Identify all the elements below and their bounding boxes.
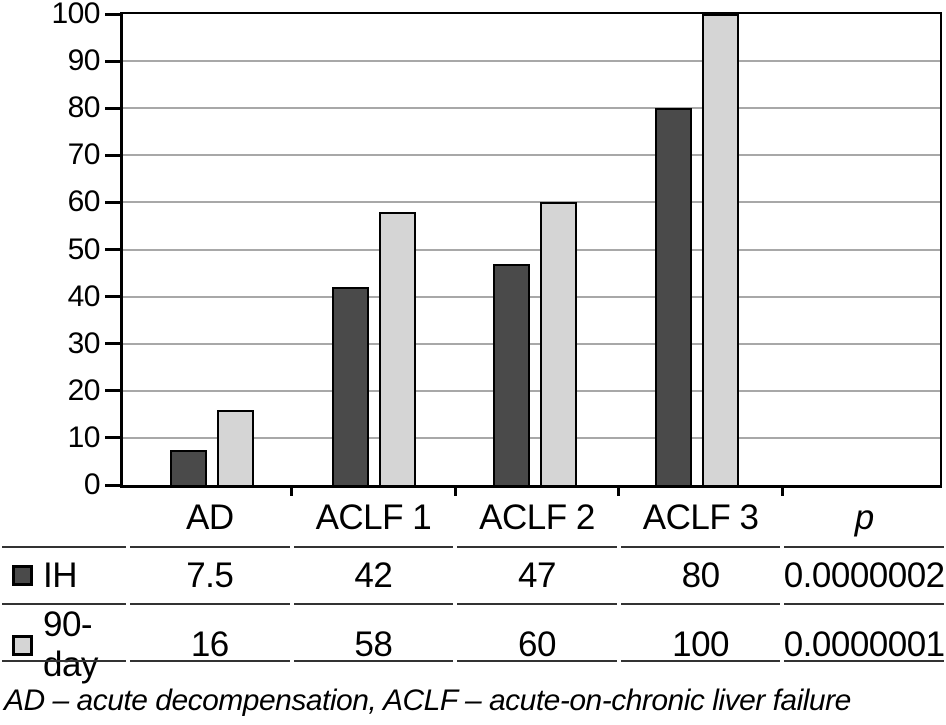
table-value-cell: 47 — [457, 546, 617, 603]
category-label-aclf-3: ACLF 3 — [642, 498, 759, 537]
bar-90-day-ad — [216, 410, 254, 485]
table-value-cell: 60 — [457, 603, 617, 685]
bar-90-day-aclf-3 — [702, 14, 740, 485]
y-axis-tick-mark — [105, 12, 120, 16]
table-value-cell: 16 — [130, 603, 290, 685]
rule-segment — [2, 660, 126, 662]
category-label-ad: AD — [185, 498, 234, 537]
category-slot-aclf-2 — [455, 14, 617, 485]
table-value-cell: 0.0000001 — [784, 603, 945, 685]
bar-ih-aclf-3 — [655, 108, 693, 485]
bar-90-day-aclf-1 — [378, 212, 416, 485]
y-axis-tick-mark — [105, 106, 120, 110]
footnote: AD – acute decompensation, ACLF – acute-… — [4, 684, 851, 717]
gridline — [123, 436, 940, 439]
table-value-cell: 58 — [293, 603, 454, 685]
y-axis-tick-label: 60 — [67, 185, 101, 219]
y-axis-tick-label: 20 — [67, 373, 101, 407]
x-axis-category-labels: AD ACLF 1 ACLF 2 ACLF 3 p — [0, 492, 946, 544]
rule-segment — [130, 660, 290, 662]
y-axis-tick-mark — [105, 483, 120, 487]
series-label: IH — [43, 555, 78, 595]
category-label-aclf-2: ACLF 2 — [479, 498, 595, 537]
series-label: 90-day — [43, 605, 98, 684]
category-slot-aclf-3 — [616, 14, 778, 485]
category-label-p: p — [854, 498, 874, 537]
gridline — [123, 295, 940, 298]
table-row-90-day: 90-day 16 58 60 100 0.0000001 — [0, 603, 946, 684]
gridline — [123, 389, 940, 392]
y-axis-tick-label: 90 — [67, 44, 101, 78]
legend-swatch-90-day — [12, 634, 33, 656]
plot-area — [120, 12, 942, 488]
y-axis-tick-mark — [105, 200, 120, 204]
y-axis-tick-label: 80 — [67, 91, 101, 125]
category-label-aclf-1: ACLF 1 — [315, 498, 432, 537]
legend-swatch-ih — [12, 565, 33, 586]
y-axis-tick-label: 40 — [67, 279, 101, 313]
y-axis-tick-label: 0 — [83, 468, 101, 501]
gridline — [123, 248, 940, 251]
gridline — [123, 60, 940, 63]
rule-segment — [784, 660, 944, 662]
y-axis-tick-mark — [105, 59, 120, 63]
table-value-cell: 80 — [620, 546, 781, 603]
category-slot-aclf-1 — [293, 14, 455, 485]
x-axis-tick-mark — [453, 488, 457, 496]
bar-groups — [131, 14, 940, 485]
y-axis-tick-mark — [105, 295, 120, 299]
y-axis-tick-mark — [105, 389, 120, 393]
gridline — [123, 154, 940, 157]
x-axis-tick-mark — [617, 488, 621, 496]
y-axis-tick-label: 30 — [67, 326, 101, 360]
table-value-cell: 100 — [620, 603, 781, 685]
table-value-cell: 7.5 — [130, 546, 290, 603]
series-label-cell: 90-day — [2, 603, 126, 685]
gridline — [123, 107, 940, 110]
rule-segment — [293, 660, 454, 662]
y-axis-tick-label: 50 — [67, 232, 101, 266]
x-axis-tick-mark — [780, 488, 784, 496]
gridline — [123, 201, 940, 204]
y-axis-tick-label: 10 — [67, 420, 101, 454]
x-axis-tick-mark — [290, 488, 294, 496]
gridline — [123, 342, 940, 345]
bar-ih-aclf-2 — [493, 264, 531, 485]
bar-ih-ad — [169, 450, 207, 485]
y-axis-tick-label: 70 — [67, 138, 101, 172]
y-axis-tick-mark — [105, 436, 120, 440]
y-axis-tick-mark — [105, 342, 120, 346]
table-value-cell: 0.0000002 — [784, 546, 945, 603]
y-axis-tick-mark — [105, 153, 120, 157]
series-label-cell: IH — [2, 546, 126, 603]
bar-ih-aclf-1 — [331, 287, 369, 485]
y-axis-tick-label: 100 — [51, 0, 100, 30]
rule-segment — [457, 660, 617, 662]
category-slot-ad — [131, 14, 293, 485]
bar-90-day-aclf-2 — [540, 202, 578, 485]
category-slot-p — [778, 14, 940, 485]
table-value-cell: 42 — [293, 546, 454, 603]
y-axis-tick-mark — [105, 248, 120, 251]
table-row-ih: IH 7.5 42 47 80 0.0000002 — [0, 546, 946, 603]
rule-segment — [620, 660, 781, 662]
data-table: IH 7.5 42 47 80 0.0000002 90-day 16 58 60 100 0.000… — [0, 546, 946, 684]
